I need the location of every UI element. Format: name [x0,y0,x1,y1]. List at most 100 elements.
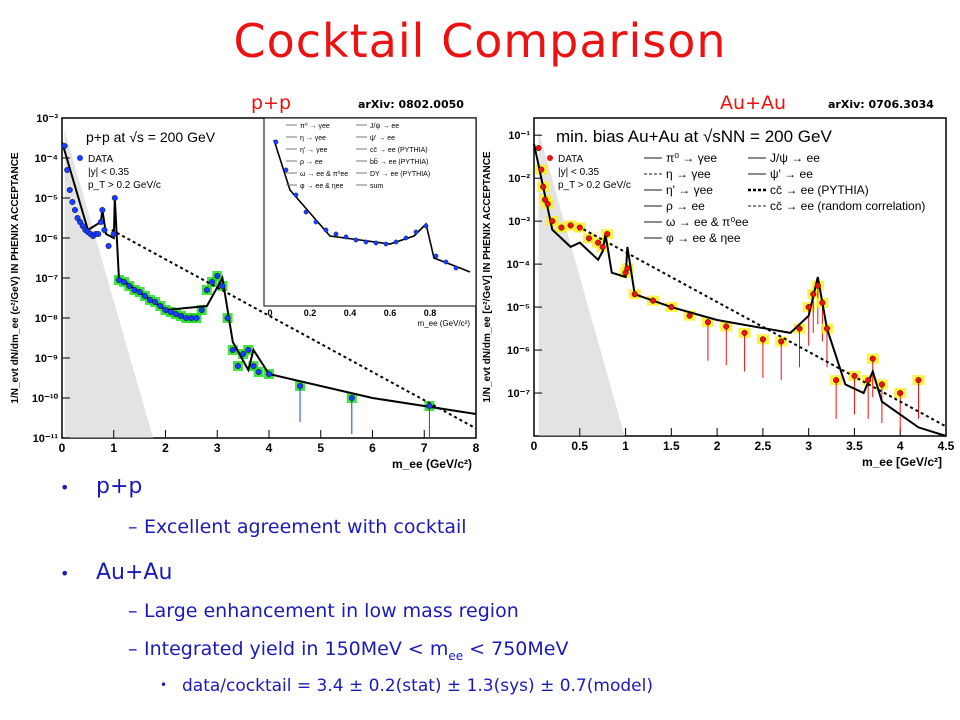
pp-inset-legend-entry: ρ → ee [300,159,323,166]
auau-charm-line [582,228,947,428]
auau-data-point [544,200,551,207]
pp-annotation-line: DATA [88,154,114,165]
auau-x-tick-label: 2.5 [755,439,772,453]
pp-inset-data-point [353,237,359,243]
pp-inset-legend-entry: π⁰ → γee [300,122,330,130]
pp-inset-legend-entry: bb̄ → ee (PYTHIA) [370,158,428,166]
bullet-marker: – [128,516,138,538]
auau-data-point [759,336,766,343]
pp-x-tick-label: 2 [162,441,169,455]
pp-inset-x-tick-label: 0.8 [424,308,437,318]
pp-data-point [95,230,102,237]
auau-data-point [599,243,606,250]
pp-data-point [141,293,148,300]
pp-data-point [131,287,138,294]
auau-data-point [851,372,858,379]
auau-y-tick-label: 10⁻⁷ [507,388,530,400]
bullet-dot: • [60,478,70,497]
pp-data-point [146,297,153,304]
pp-data-point [162,307,169,314]
pp-inset-legend-entry: η' → γee [300,147,328,154]
pp-data-point [255,369,262,376]
pp-y-tick-label: 10⁻⁷ [35,273,58,285]
auau-data-point [650,297,657,304]
bullet-auau-yield: Integrated yield in 150MeV < mee < 750Me… [144,638,569,663]
auau-y-tick-label: 10⁻⁴ [507,259,530,271]
auau-data-point [567,222,574,229]
pp-inset-legend-entry: sum [370,183,383,190]
pp-y-tick-label: 10⁻¹⁰ [32,393,59,405]
auau-data-point [819,299,826,306]
auau-panel-label: Au+Au [720,92,786,114]
pp-panel-label: p+p [251,92,292,114]
auau-annotation-line: p_T > 0.2 GeV/c [558,180,631,191]
pp-inset-data-point [423,223,429,229]
auau-legend-entry: ω → ee & π⁰ee [666,215,749,229]
auau-data-point [540,183,547,190]
pp-inset-data-point [273,139,279,145]
pp-data-point [105,242,112,249]
auau-legend-entry: cc̄ → ee (PYTHIA) [770,183,869,197]
pp-data-point [69,198,76,205]
pp-data-point [198,307,205,314]
bullet-auau: Au+Au [96,560,173,585]
auau-data-point [538,166,545,173]
pp-data-point [110,230,117,237]
pp-inset-x-axis-label: m_ee (GeV/c²) [418,319,471,328]
auau-x-tick-label: 3 [805,439,812,453]
bullet-marker: – [128,638,138,660]
pp-x-tick-label: 3 [214,441,221,455]
pp-data-point [61,142,68,149]
pp-data-point [157,303,164,310]
pp-inset-frame [263,117,477,307]
pp-data-point [240,351,247,358]
bullet-dot: • [60,564,70,583]
pp-inset-legend-entry: ψ' → ee [370,135,395,142]
pp-data-point [115,277,122,284]
auau-data-point [704,319,711,326]
auau-y-tick-label: 10⁻⁶ [507,345,530,357]
pp-inset-data-point [453,265,459,271]
pp-data-point [136,289,143,296]
pp-x-tick-label: 0 [59,441,66,455]
auau-data-point [796,325,803,332]
pp-inset-data-point [333,231,339,237]
bullet-auau-enhancement: Large enhancement in low mass region [144,600,519,622]
auau-legend-entry: ρ → ee [666,199,705,213]
pp-data-point [152,299,159,306]
pp-inset-data-point [373,240,379,246]
auau-data-point [668,304,675,311]
pp-annotation-line: p_T > 0.2 GeV/c [88,180,161,191]
pp-inset-data-point [293,192,299,198]
auau-data-point [897,390,904,397]
auau-legend-marker [547,155,553,161]
pp-data-point [126,283,133,290]
pp-inset-data-point [393,239,399,245]
auau-data-point [576,224,583,231]
auau-legend-entry: J/ψ → ee [770,151,820,165]
auau-legend-entry: cc̄ → ee (random correlation) [770,199,925,213]
pp-inset-legend-entry: η → γee [300,135,326,142]
pp-y-tick-label: 10⁻⁶ [35,233,58,245]
pp-inset-data-point [323,227,329,233]
pp-data-point [99,206,106,213]
pp-data-point [101,226,108,233]
auau-x-tick-label: 0.5 [571,439,588,453]
pp-inset-x-tick-label: 0.4 [344,308,357,318]
auau-data-point [631,291,638,298]
auau-data-point [814,282,821,289]
auau-legend-entry: π⁰ → γee [666,151,717,165]
pp-data-point [426,403,433,410]
auau-arxiv-ref: arXiv: 0706.3034 [828,98,934,111]
pp-data-point [64,166,71,173]
auau-x-tick-label: 2 [714,439,721,453]
pp-x-tick-label: 5 [317,441,324,455]
bullet-pp-detail: Excellent agreement with cocktail [144,516,467,538]
bullet-pp: p+p [96,474,143,499]
auau-data-point [810,291,817,298]
pp-data-point [66,186,73,193]
auau-data-point [915,377,922,384]
pp-y-tick-label: 10⁻⁹ [35,353,58,365]
pp-y-tick-label: 10⁻⁸ [35,313,58,325]
pp-inset-legend-entry: cc̄ → ee (PYTHIA) [370,147,428,154]
